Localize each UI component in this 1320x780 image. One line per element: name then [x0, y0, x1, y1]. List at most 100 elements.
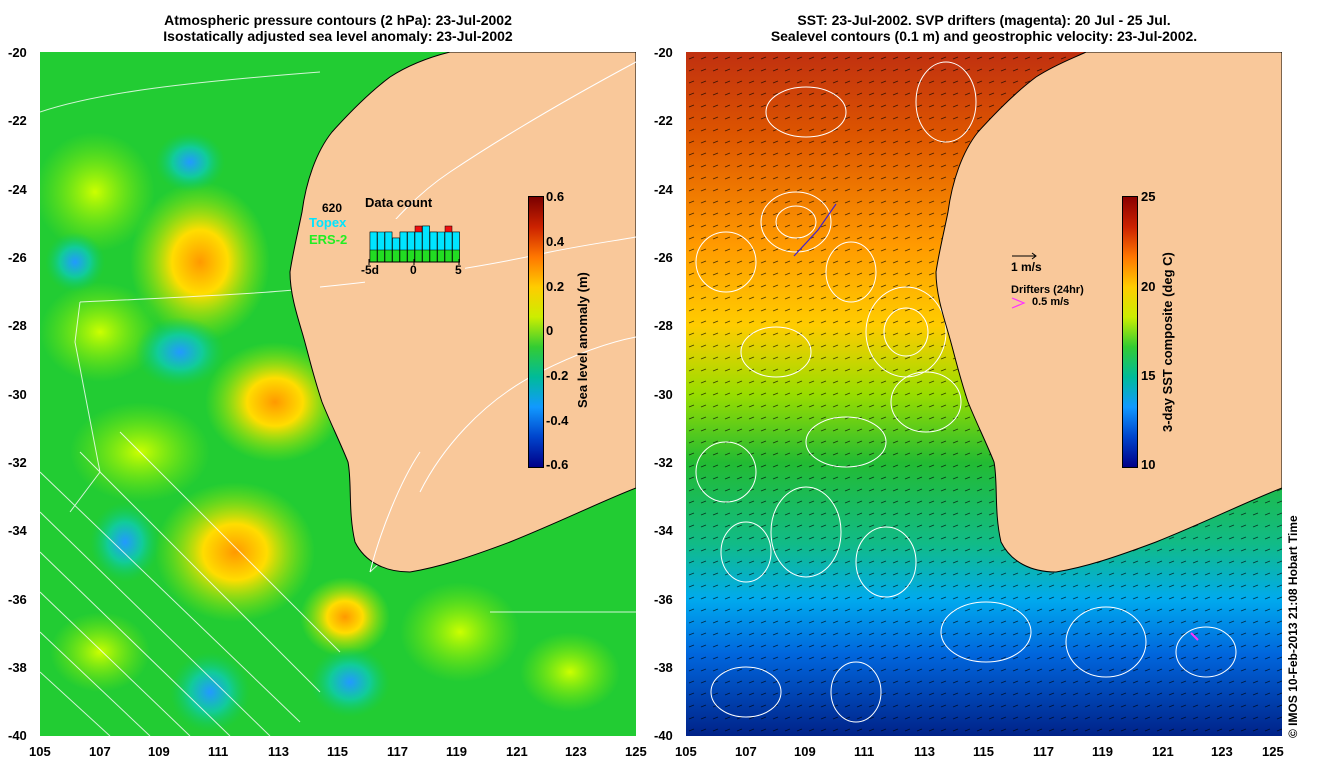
right-lat-label: -38: [654, 660, 673, 675]
left-lat-label: -40: [8, 728, 27, 743]
inset-xtick-minus5: -5d: [361, 263, 379, 277]
australia-landmass: [935, 52, 1282, 573]
data-count-bar-ers2: [399, 249, 408, 263]
right-lon-label: 113: [914, 744, 935, 759]
left-title: Atmospheric pressure contours (2 hPa): 2…: [40, 12, 636, 44]
data-count-bar-ers2: [444, 249, 453, 263]
sla-colorbar-title: Sea level anomaly (m): [575, 272, 590, 408]
right-lat-label: -24: [654, 182, 673, 197]
sla-tick-0.6: 0.6: [546, 189, 565, 204]
left-lon-label: 125: [625, 744, 647, 759]
right-lon-label: 109: [794, 744, 816, 759]
data-count-value: 620: [322, 201, 343, 215]
drifter-track: [793, 203, 837, 257]
data-count-bar-ers2: [452, 249, 460, 263]
left-lat-label: -24: [8, 182, 27, 197]
drifter-south: [1190, 632, 1199, 641]
left-title-line1: Atmospheric pressure contours (2 hPa): 2…: [164, 12, 512, 28]
right-lon-label: 125: [1262, 744, 1284, 759]
sla-tick-minus0.4: -0.4: [546, 413, 569, 428]
data-count-bar-ers2: [392, 249, 400, 263]
sla-tick-0: 0: [546, 323, 554, 338]
data-count-bar-ers2: [377, 249, 385, 263]
left-lon-label: 105: [29, 744, 51, 759]
right-lon-label: 117: [1033, 744, 1054, 759]
right-lon-label: 111: [854, 744, 875, 759]
data-count-bar-ers2: [384, 249, 393, 263]
left-lon-label: 111: [208, 744, 229, 759]
sla-tick-minus0.6: -0.6: [546, 457, 569, 472]
sst-map: 1 m/s Drifters (24hr) 0.5 m/s: [686, 52, 1282, 736]
velocity-scale-label: 1 m/s: [1011, 260, 1042, 274]
right-lat-label: -22: [654, 113, 673, 128]
data-count-bar-ers2: [429, 249, 438, 263]
left-lon-label: 119: [446, 744, 467, 759]
right-title: SST: 23-Jul-2002. SVP drifters (magenta)…: [686, 12, 1282, 44]
right-title-line1: SST: 23-Jul-2002. SVP drifters (magenta)…: [797, 12, 1171, 28]
left-lon-label: 121: [506, 744, 528, 759]
left-lat-label: -32: [8, 455, 27, 470]
sla-tick-0.4: 0.4: [546, 234, 565, 249]
sea-level-map: Data count 620 Topex ERS-2 -5d 0 5: [40, 52, 636, 736]
drifter-scale-label: 0.5 m/s: [1032, 296, 1070, 308]
right-lat-label: -40: [654, 728, 673, 743]
sst-colorbar: [1122, 196, 1138, 468]
left-lat-label: -28: [8, 318, 27, 333]
right-lat-label: -26: [654, 250, 673, 265]
topex-legend: Topex: [309, 215, 347, 230]
sst-tick-10: 10: [1141, 457, 1156, 472]
imos-credit: © IMOS 10-Feb-2013 21:08 Hobart Time: [1286, 515, 1300, 738]
sea-level-colorbar: [528, 196, 544, 468]
left-lon-label: 109: [148, 744, 170, 759]
data-count-bar-ers2: [369, 249, 378, 263]
right-lon-label: 115: [973, 744, 994, 759]
sst-tick-25: 25: [1141, 189, 1156, 204]
data-count-bar-ers2: [407, 249, 415, 263]
ers2-legend: ERS-2: [309, 232, 348, 247]
right-lon-label: 121: [1152, 744, 1174, 759]
inset-axis: [368, 259, 460, 265]
left-lat-label: -30: [8, 387, 27, 402]
data-count-bar-ers2: [437, 249, 445, 263]
sst-map-svg: [686, 52, 1282, 736]
left-lat-label: -26: [8, 250, 27, 265]
right-lat-label: -28: [654, 318, 673, 333]
inset-xtick-0: 0: [410, 263, 417, 277]
right-lat-label: -34: [654, 523, 673, 538]
left-lon-label: 117: [387, 744, 408, 759]
drifter-scale-arrow: [1011, 297, 1026, 309]
right-lat-label: -30: [654, 387, 673, 402]
left-lat-label: -38: [8, 660, 27, 675]
sea-level-map-svg: [40, 52, 636, 736]
inset-xtick-5: 5: [455, 263, 462, 277]
left-lon-label: 113: [268, 744, 289, 759]
sst-tick-15: 15: [1141, 368, 1156, 383]
right-lat-label: -32: [654, 455, 673, 470]
right-lon-label: 123: [1211, 744, 1233, 759]
left-title-line2: Isostatically adjusted sea level anomaly…: [163, 28, 513, 44]
velocity-scale-arrow: [1012, 252, 1037, 260]
left-lat-label: -36: [8, 592, 27, 607]
data-count-bar-ers2: [422, 249, 430, 263]
left-lon-label: 115: [327, 744, 348, 759]
left-lat-label: -34: [8, 523, 27, 538]
data-count-title: Data count: [365, 195, 433, 210]
sst-tick-20: 20: [1141, 279, 1156, 294]
left-lat-label: -22: [8, 113, 27, 128]
data-count-bar-ers2: [414, 249, 423, 263]
sst-colorbar-title: 3-day SST composite (deg C): [1160, 252, 1175, 432]
left-lon-label: 123: [565, 744, 587, 759]
data-count-bars: [369, 225, 460, 263]
sla-tick-minus0.2: -0.2: [546, 368, 569, 383]
australia-landmass: [289, 52, 636, 573]
right-lon-label: 105: [675, 744, 697, 759]
right-lon-label: 119: [1092, 744, 1113, 759]
right-lat-label: -20: [654, 45, 673, 60]
left-lat-label: -20: [8, 45, 27, 60]
right-lon-label: 107: [735, 744, 757, 759]
left-lon-label: 107: [89, 744, 111, 759]
right-lat-label: -36: [654, 592, 673, 607]
sla-tick-0.2: 0.2: [546, 279, 565, 294]
right-title-line2: Sealevel contours (0.1 m) and geostrophi…: [770, 28, 1198, 44]
sealevel-contours: [695, 61, 1237, 723]
